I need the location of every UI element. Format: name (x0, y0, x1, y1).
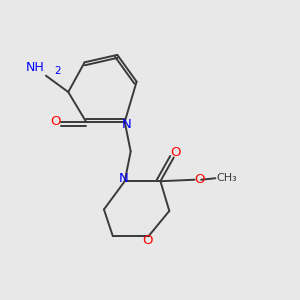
Text: 2: 2 (54, 66, 61, 76)
Text: CH₃: CH₃ (217, 172, 238, 183)
Text: O: O (194, 173, 204, 186)
Text: O: O (170, 146, 181, 159)
Text: N: N (121, 118, 131, 131)
Text: O: O (142, 234, 152, 247)
Text: N: N (118, 172, 128, 185)
Text: NH: NH (26, 61, 44, 74)
Text: O: O (50, 115, 61, 128)
